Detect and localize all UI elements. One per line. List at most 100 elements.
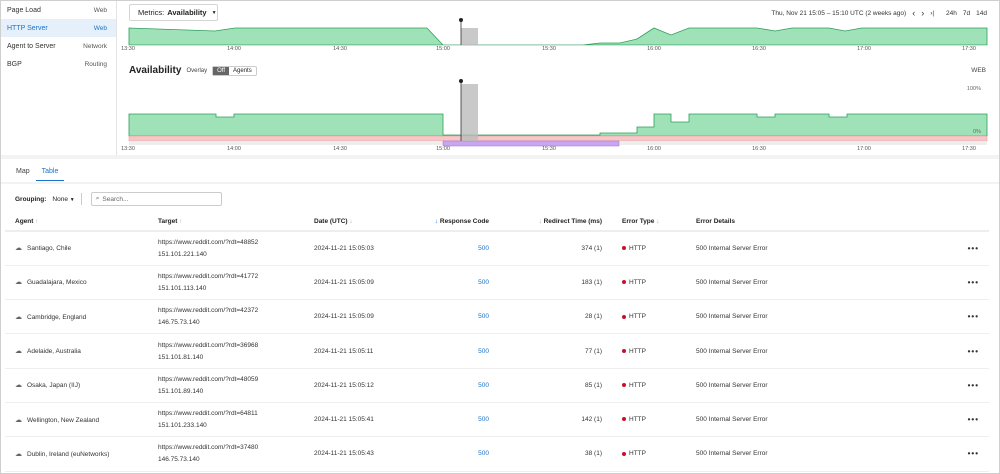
grouping-label: Grouping: bbox=[15, 195, 47, 203]
tick-label: 15:30 bbox=[542, 146, 556, 152]
error-type: HTTP bbox=[629, 416, 646, 424]
table-row[interactable]: ☁ Santiago, Chile https://www.reddit.com/?… bbox=[5, 231, 989, 266]
overlay-agents-button[interactable]: Agents bbox=[233, 67, 252, 74]
date-cell: 2024-11-21 15:05:41 bbox=[304, 402, 417, 438]
metrics-prefix: Metrics: bbox=[138, 8, 165, 17]
column-redirect-time[interactable]: ↓ Redirect Time (ms) bbox=[499, 213, 612, 232]
column-target[interactable]: Target ↑ bbox=[148, 213, 304, 232]
target-url: https://www.reddit.com/?rdt=64811 bbox=[158, 410, 258, 418]
response-code-link[interactable]: 500 bbox=[417, 333, 499, 369]
error-dot-icon bbox=[622, 314, 626, 319]
overlay-off-button[interactable]: Off bbox=[213, 66, 230, 75]
sidebar-item-http-server[interactable]: HTTP Server Web bbox=[1, 19, 116, 37]
column-response-code[interactable]: ↓ Response Code bbox=[417, 213, 499, 232]
agent-cell: ☁ Wellington, New Zealand bbox=[5, 402, 148, 438]
date-cell: 2024-11-21 15:05:09 bbox=[304, 299, 417, 335]
redirect-time-cell: 77 (1) bbox=[499, 333, 612, 369]
more-actions-icon[interactable]: ••• bbox=[957, 368, 989, 403]
cloud-agent-icon: ☁ bbox=[15, 279, 22, 287]
more-actions-icon[interactable]: ••• bbox=[957, 333, 989, 369]
tick-label: 13:30 bbox=[121, 46, 135, 52]
target-cell: https://www.reddit.com/?rdt=48852 151.101… bbox=[148, 231, 304, 266]
tick-label: 16:00 bbox=[647, 146, 661, 152]
error-type: HTTP bbox=[629, 347, 646, 355]
date-cell: 2024-11-21 15:05:12 bbox=[304, 368, 417, 403]
table-row[interactable]: ☁ Osaka, Japan (IIJ) https://www.reddit.co… bbox=[5, 368, 989, 403]
table-row[interactable]: ☁ Guadalajara, Mexico https://www.reddit.c… bbox=[5, 265, 989, 301]
next-icon[interactable]: › bbox=[921, 8, 925, 18]
pin-icon bbox=[459, 79, 463, 83]
error-dot-icon bbox=[622, 348, 626, 353]
error-details-cell: 500 Internal Server Error bbox=[686, 231, 958, 266]
view-tabs: Map Table bbox=[10, 168, 65, 181]
table-toolbar: Grouping: None ▼ ⌕ Search... bbox=[15, 192, 222, 206]
response-code-link[interactable]: 500 bbox=[417, 436, 499, 472]
metrics-dropdown[interactable]: Metrics: Availability ▼ bbox=[129, 4, 218, 21]
error-type-cell: HTTP bbox=[612, 299, 686, 335]
cloud-agent-icon: ☁ bbox=[15, 416, 22, 424]
more-actions-icon[interactable]: ••• bbox=[957, 436, 989, 472]
table-row[interactable]: ☁ Adelaide, Australia https://www.reddit.c… bbox=[5, 333, 989, 369]
cloud-agent-icon: ☁ bbox=[15, 382, 22, 390]
more-actions-icon[interactable]: ••• bbox=[957, 402, 989, 438]
grouping-value: None bbox=[52, 195, 68, 203]
error-type: HTTP bbox=[629, 450, 646, 458]
response-code-link[interactable]: 500 bbox=[417, 402, 499, 438]
latest-icon[interactable]: ›| bbox=[930, 9, 935, 17]
range-14d-button[interactable]: 14d bbox=[976, 9, 987, 17]
column-agent[interactable]: Agent ↑ bbox=[5, 213, 148, 232]
agent-name: Adelaide, Australia bbox=[27, 348, 81, 356]
more-actions-icon[interactable]: ••• bbox=[957, 265, 989, 301]
prev-icon[interactable]: ‹ bbox=[912, 8, 916, 18]
tab-table[interactable]: Table bbox=[35, 168, 65, 181]
agent-cell: ☁ Osaka, Japan (IIJ) bbox=[5, 368, 148, 403]
target-ip: 151.101.81.140 bbox=[158, 353, 204, 361]
error-dot-icon bbox=[622, 383, 626, 388]
table-row[interactable]: ☁ Wellington, New Zealand https://www.redd… bbox=[5, 402, 989, 438]
table-row[interactable]: ☁ Cambridge, England https://www.reddit.co… bbox=[5, 299, 989, 335]
more-actions-icon[interactable]: ••• bbox=[957, 299, 989, 335]
overlay-label: Overlay bbox=[186, 67, 208, 74]
range-24h-button[interactable]: 24h bbox=[946, 9, 957, 17]
sidebar-item-agent-to-server[interactable]: Agent to Server Network bbox=[1, 37, 116, 55]
toolbar-separator bbox=[80, 193, 82, 205]
table-row[interactable]: ☁ Dublin, Ireland (euNetworks) https://www… bbox=[5, 436, 989, 472]
target-ip: 146.75.73.140 bbox=[158, 456, 200, 464]
cloud-agent-icon: ☁ bbox=[15, 450, 22, 458]
error-dot-icon bbox=[622, 451, 626, 456]
sidebar-item-bgp[interactable]: BGP Routing bbox=[1, 55, 116, 73]
timeline-charts[interactable] bbox=[118, 0, 1000, 155]
more-actions-icon[interactable]: ••• bbox=[957, 231, 989, 266]
column-error-type[interactable]: Error Type ↓ bbox=[612, 213, 686, 232]
error-details-cell: 500 Internal Server Error bbox=[686, 333, 958, 369]
response-code-link[interactable]: 500 bbox=[417, 265, 499, 301]
redirect-time-cell: 85 (1) bbox=[499, 368, 612, 403]
selected-time-label: Thu, Nov 21 15:05 – 15:10 UTC (2 weeks a… bbox=[771, 9, 907, 17]
y-min-label: 0% bbox=[973, 129, 981, 135]
response-code-link[interactable]: 500 bbox=[417, 231, 499, 266]
error-dot-icon bbox=[622, 246, 626, 251]
cloud-agent-icon: ☁ bbox=[15, 348, 22, 356]
range-7d-button[interactable]: 7d bbox=[962, 9, 971, 17]
error-type: HTTP bbox=[629, 313, 646, 321]
search-input[interactable]: ⌕ Search... bbox=[90, 192, 222, 206]
tick-label: 17:00 bbox=[857, 46, 871, 52]
date-cell: 2024-11-21 15:05:03 bbox=[304, 231, 417, 266]
response-code-link[interactable]: 500 bbox=[417, 299, 499, 335]
redirect-time-cell: 38 (1) bbox=[499, 436, 612, 472]
tick-label: 16:30 bbox=[752, 46, 766, 52]
date-cell: 2024-11-21 15:05:43 bbox=[304, 436, 417, 472]
y-max-label: 100% bbox=[966, 86, 981, 92]
grouping-dropdown[interactable]: None ▼ bbox=[52, 196, 74, 203]
column-date[interactable]: Date (UTC) ↓ bbox=[304, 213, 417, 232]
agent-name: Dublin, Ireland (euNetworks) bbox=[27, 450, 110, 458]
target-ip: 146.75.73.140 bbox=[158, 319, 200, 327]
target-ip: 151.101.113.140 bbox=[158, 284, 207, 292]
response-code-link[interactable]: 500 bbox=[417, 368, 499, 403]
tab-map[interactable]: Map bbox=[16, 168, 30, 175]
sort-down-icon: ↓ bbox=[349, 218, 353, 225]
sidebar-item-page-load[interactable]: Page Load Web bbox=[1, 1, 116, 19]
metrics-value: Availability bbox=[167, 8, 207, 17]
column-error-details[interactable]: Error Details bbox=[686, 213, 958, 232]
tick-label: 17:30 bbox=[962, 146, 976, 152]
